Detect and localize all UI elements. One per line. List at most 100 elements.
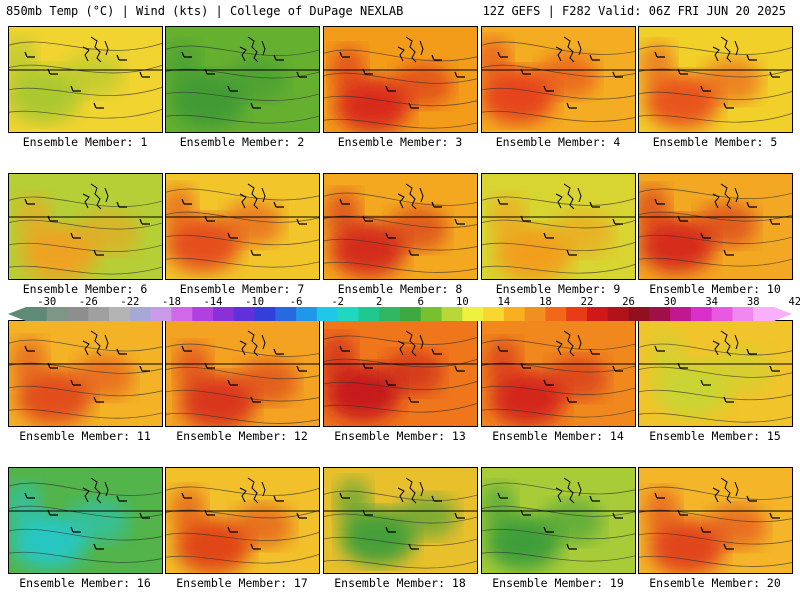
colorbar-tick-label: 42 [788, 296, 800, 308]
colorbar-swatch [628, 307, 650, 321]
ensemble-member-label: Ensemble Member: 9 [495, 282, 621, 296]
ensemble-member-label: Ensemble Member: 17 [176, 576, 308, 590]
colorbar-swatch [587, 307, 609, 321]
colorbar-swatch [275, 307, 297, 321]
ensemble-member-map [481, 467, 636, 574]
colorbar-swatch [545, 307, 567, 321]
temperature-colorbar [8, 306, 792, 321]
colorbar-swatch [254, 307, 276, 321]
ensemble-member-map [323, 173, 478, 280]
colorbar-swatch [441, 307, 463, 321]
ensemble-member-map [165, 320, 320, 427]
ensemble-member-map [165, 173, 320, 280]
colorbar-swatch [649, 307, 671, 321]
colorbar-swatch [233, 307, 256, 321]
ensemble-member-map [165, 26, 320, 133]
colorbar-tick-label: -6 [289, 296, 303, 308]
colorbar-tick-label: 6 [417, 296, 424, 308]
ensemble-member-map [323, 26, 478, 133]
colorbar-swatch [296, 307, 318, 321]
ensemble-member-map [323, 467, 478, 574]
ensemble-member-map [481, 26, 636, 133]
ensemble-member-label: Ensemble Member: 12 [176, 429, 308, 443]
temperature-field [166, 468, 319, 573]
temperature-field [9, 27, 162, 132]
colorbar-swatch [670, 307, 692, 321]
colorbar-swatch [566, 307, 588, 321]
colorbar-tick-label: -2 [331, 296, 344, 308]
temperature-field [482, 321, 635, 426]
colorbar-tick-label: 34 [705, 296, 718, 308]
colorbar-swatch [379, 307, 401, 321]
ensemble-member-map [638, 26, 793, 133]
ensemble-member-label: Ensemble Member: 11 [19, 429, 151, 443]
colorbar-swatch [503, 307, 526, 321]
ensemble-member-label: Ensemble Member: 3 [337, 135, 463, 149]
temperature-field [324, 27, 477, 132]
temperature-field [9, 174, 162, 279]
colorbar-swatch [26, 307, 48, 321]
ensemble-member-map [8, 320, 163, 427]
ensemble-member-map [638, 467, 793, 574]
colorbar-swatch [524, 307, 546, 321]
ensemble-member-label: Ensemble Member: 7 [179, 282, 305, 296]
colorbar-swatch [483, 307, 505, 321]
ensemble-member-label: Ensemble Member: 4 [495, 135, 621, 149]
colorbar-swatch [109, 307, 131, 321]
temperature-field [639, 468, 792, 573]
temperature-field [324, 174, 477, 279]
colorbar-tick-label: 14 [497, 296, 511, 308]
colorbar-tick-label: 26 [622, 296, 635, 308]
colorbar-swatch [129, 307, 152, 321]
ensemble-member-label: Ensemble Member: 15 [649, 429, 781, 443]
colorbar-swatch [88, 307, 110, 321]
ensemble-member-label: Ensemble Member: 1 [22, 135, 148, 149]
temperature-field [166, 174, 319, 279]
colorbar-swatch [753, 307, 775, 321]
ensemble-member-map [481, 173, 636, 280]
temperature-field [639, 321, 792, 426]
ensemble-member-label: Ensemble Member: 18 [334, 576, 466, 590]
ensemble-member-map [165, 467, 320, 574]
ensemble-member-label: Ensemble Member: 5 [652, 135, 778, 149]
ensemble-member-label: Ensemble Member: 20 [649, 576, 781, 590]
colorbar-swatch [358, 307, 380, 321]
ensemble-member-label: Ensemble Member: 13 [334, 429, 466, 443]
temperature-field [9, 321, 162, 426]
colorbar-tick-label: 22 [580, 296, 594, 308]
colorbar-swatch [420, 307, 443, 321]
ensemble-member-map [323, 320, 478, 427]
colorbar-graphic [8, 307, 792, 321]
ensemble-member-map [481, 320, 636, 427]
temperature-field [639, 174, 792, 279]
ensemble-member-map [8, 26, 163, 133]
colorbar-tick-label: -18 [161, 296, 181, 308]
colorbar-tick-label: -22 [120, 296, 140, 308]
ensemble-member-label: Ensemble Member: 16 [19, 576, 151, 590]
colorbar-max-arrow [774, 307, 792, 321]
colorbar-swatch [400, 307, 422, 321]
ensemble-member-label: Ensemble Member: 8 [337, 282, 463, 296]
run-valid-time: 12Z GEFS | F282 Valid: 06Z FRI JUN 20 20… [482, 4, 786, 18]
ensemble-member-label: Ensemble Member: 19 [492, 576, 624, 590]
colorbar-tick-label: 18 [539, 296, 552, 308]
temperature-field [482, 27, 635, 132]
map-title: 850mb Temp (°C) | Wind (kts) | College o… [6, 4, 404, 18]
ensemble-member-map [8, 467, 163, 574]
temperature-field [482, 174, 635, 279]
colorbar-swatch [192, 307, 214, 321]
temperature-field [9, 468, 162, 573]
colorbar-tick-label: -14 [203, 296, 223, 308]
ensemble-member-label: Ensemble Member: 14 [492, 429, 624, 443]
temperature-field [324, 321, 477, 426]
colorbar-tick-label: -26 [78, 296, 98, 308]
colorbar-swatch [46, 307, 69, 321]
temperature-field [324, 468, 477, 573]
colorbar-tick-label: 30 [663, 296, 677, 308]
colorbar-swatch [732, 307, 754, 321]
temperature-field [166, 321, 319, 426]
colorbar-min-arrow [8, 307, 26, 321]
ensemble-member-map [638, 173, 793, 280]
colorbar-tick-label: -30 [37, 296, 57, 308]
ensemble-member-label: Ensemble Member: 6 [22, 282, 148, 296]
